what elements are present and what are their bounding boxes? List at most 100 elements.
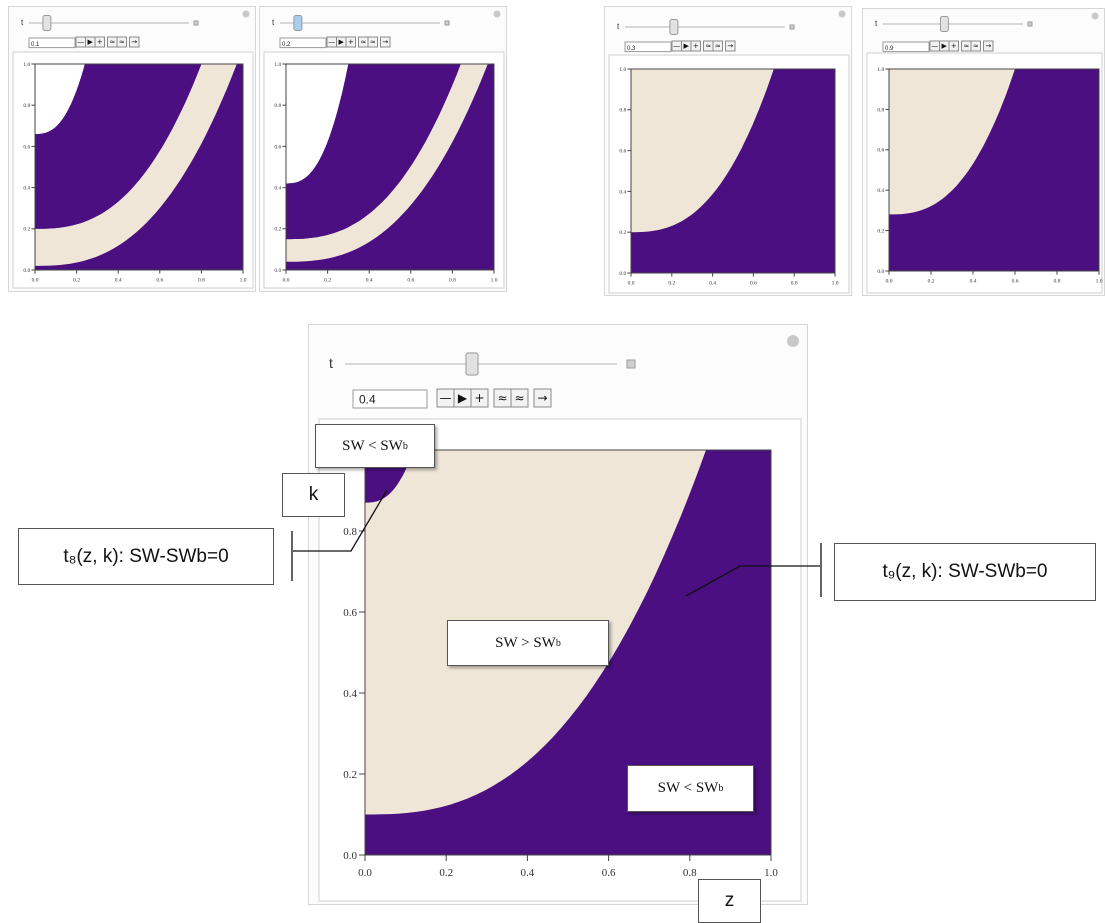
axis-label-z: z [698, 879, 761, 923]
play-icon: ▶ [339, 38, 345, 46]
y-tick-label: 1.0 [877, 67, 884, 73]
x-tick-label: 0.6 [602, 867, 616, 879]
slower-button[interactable] [116, 36, 127, 48]
increment-button[interactable] [345, 36, 356, 48]
increment-icon: + [97, 38, 103, 46]
slider-options-toggle[interactable] [789, 24, 795, 30]
increment-icon: + [951, 42, 957, 50]
y-tick-label: 0.6 [23, 144, 30, 150]
slower-icon: ≈ [514, 391, 524, 405]
x-tick-label: 0.8 [1054, 279, 1061, 285]
slider-options-toggle[interactable] [444, 20, 450, 26]
direction-icon: → [985, 42, 991, 50]
faster-icon: ≈ [109, 38, 115, 46]
expand-icon[interactable] [1091, 12, 1099, 20]
slider-label: t [329, 355, 333, 371]
slider-thumb[interactable] [465, 352, 479, 376]
x-tick-label: 1.0 [491, 278, 498, 284]
increment-button[interactable] [94, 36, 105, 48]
panel-graphics: t 0.1 — ▶ + ≈ ≈ → 0.0 0.2 0.4 0.6 0.8 1.0 0.0 0.2 0.4 0.6… [12, 10, 254, 289]
x-tick-label: 0.2 [324, 278, 331, 284]
slower-icon: ≈ [370, 38, 376, 46]
plot-corner-blank [35, 64, 85, 134]
x-tick-label: 0.6 [407, 278, 414, 284]
axis-label-text: z [724, 890, 735, 911]
slower-button[interactable] [367, 36, 378, 48]
slider-label: t [617, 22, 620, 31]
region-label-bottom-sw-less: SW < SW b [627, 765, 754, 812]
slower-icon: ≈ [973, 42, 979, 50]
expand-icon[interactable] [242, 10, 250, 18]
increment-button[interactable] [948, 40, 959, 52]
increment-icon: + [348, 38, 354, 46]
y-tick-label: 0.4 [343, 688, 357, 700]
slider-thumb[interactable] [42, 15, 52, 31]
slider-label: t [875, 19, 878, 28]
t8-curve-label: t₈(z, k): SW-SWb=0 [18, 528, 274, 585]
slower-button[interactable] [510, 388, 529, 408]
plot-border [34, 63, 244, 271]
direction-icon: → [382, 38, 388, 46]
y-tick-label: 0.0 [343, 850, 357, 862]
slider-thumb[interactable] [669, 19, 679, 35]
region-sw-greater [889, 69, 1015, 215]
plot-border [285, 63, 495, 271]
t9-curve-label: t₉(z, k): SW-SWb=0 [834, 543, 1096, 601]
value-input[interactable] [279, 37, 327, 49]
slider-options-toggle[interactable] [1027, 21, 1033, 27]
slower-button[interactable] [970, 40, 981, 52]
region-label-text: SW < SW [342, 437, 403, 454]
x-tick-label: 0.2 [668, 281, 675, 287]
value-text: 0.9 [885, 46, 894, 52]
increment-button[interactable] [470, 388, 489, 408]
x-tick-label: 0.0 [283, 278, 290, 284]
slower-icon: ≈ [119, 38, 125, 46]
value-text: 0.2 [282, 42, 291, 48]
region-label-text: SW > SW [495, 634, 556, 651]
x-tick-label: 1.0 [240, 278, 247, 284]
x-tick-label: 0.4 [115, 278, 122, 284]
value-text: 0.3 [627, 46, 636, 52]
x-tick-label: 0.2 [439, 867, 453, 879]
region-label-top-sw-less: SW < SW b [315, 424, 435, 468]
direction-button[interactable] [983, 40, 994, 52]
expand-icon[interactable] [787, 335, 799, 347]
manipulate-panel-t-0.1: t 0.1 — ▶ + ≈ ≈ → 0.0 0.2 0.4 0.6 0.8 1.0 0.0 0.2 0.4 0.6… [8, 6, 256, 292]
x-tick-label: 0.0 [628, 281, 635, 287]
value-input[interactable] [624, 41, 672, 53]
y-tick-label: 1.0 [23, 62, 30, 68]
x-tick-label: 0.2 [73, 278, 80, 284]
curve-label-text: t₉(z, k): SW-SWb=0 [882, 561, 1048, 582]
increment-icon: + [474, 391, 484, 405]
slider-options-toggle[interactable] [193, 20, 199, 26]
region-sw-greater [631, 69, 774, 233]
y-tick-label: 0.0 [877, 269, 884, 275]
expand-icon[interactable] [493, 10, 501, 18]
value-input[interactable] [882, 41, 930, 53]
direction-button[interactable] [380, 36, 391, 48]
x-tick-label: 0.4 [970, 279, 977, 285]
y-tick-label: 0.6 [274, 144, 281, 150]
expand-icon[interactable] [838, 10, 846, 18]
region-sw-greater [35, 64, 237, 266]
increment-button[interactable] [690, 40, 701, 52]
manipulate-panel-main: t 0.4 — ▶ + ≈ ≈ → 0.0 0.2 0.4 0.6 0.8 1.0 0.0 0.2 0.4 0.6… [308, 324, 808, 905]
x-tick-label: 0.8 [683, 867, 697, 879]
x-tick-label: 0.6 [750, 281, 757, 287]
slider-thumb[interactable] [293, 15, 303, 31]
direction-button[interactable] [725, 40, 736, 52]
decrement-icon: — [440, 391, 452, 405]
x-tick-label: 0.0 [32, 278, 39, 284]
slider-options-toggle[interactable] [626, 359, 636, 369]
direction-button[interactable] [533, 388, 552, 408]
curve-label-text: t₈(z, k): SW-SWb=0 [63, 545, 229, 567]
region-label-subscript: b [718, 783, 724, 794]
direction-icon: → [727, 42, 733, 50]
direction-button[interactable] [129, 36, 140, 48]
slider-thumb[interactable] [939, 16, 949, 32]
slower-button[interactable] [712, 40, 723, 52]
value-input[interactable] [28, 37, 76, 49]
play-icon: ▶ [88, 38, 94, 46]
x-tick-label: 0.8 [449, 278, 456, 284]
value-input[interactable] [352, 389, 428, 409]
